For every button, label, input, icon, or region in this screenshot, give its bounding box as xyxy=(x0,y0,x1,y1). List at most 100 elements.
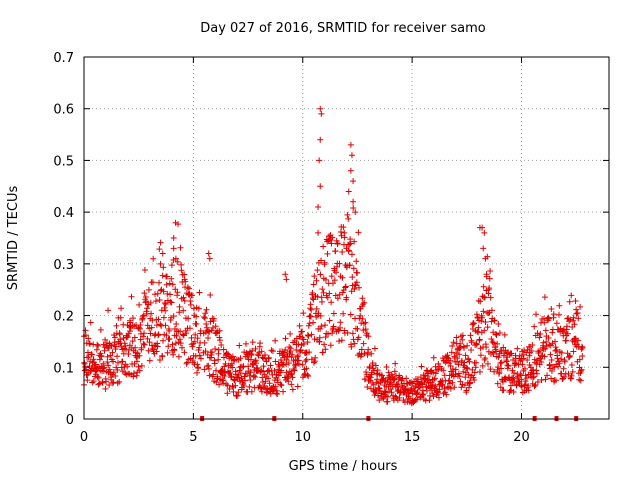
data-point xyxy=(324,238,331,245)
data-point xyxy=(530,373,537,380)
data-point xyxy=(252,373,259,380)
data-point xyxy=(484,360,491,367)
x-tick-label: 0 xyxy=(80,430,88,445)
data-point xyxy=(276,363,283,370)
data-point xyxy=(324,294,331,301)
data-point xyxy=(440,367,447,374)
data-point xyxy=(180,294,187,301)
data-point xyxy=(156,357,163,364)
data-point xyxy=(207,292,214,299)
data-point xyxy=(92,361,99,368)
data-point xyxy=(106,382,113,389)
data-point xyxy=(514,345,521,352)
data-point xyxy=(191,338,198,345)
y-tick-label: 0.3 xyxy=(53,258,74,273)
data-point xyxy=(178,267,185,274)
data-point xyxy=(376,397,383,404)
data-point xyxy=(408,379,415,386)
data-point xyxy=(450,339,457,346)
data-point xyxy=(456,351,463,358)
data-point xyxy=(265,355,272,362)
data-point xyxy=(371,345,378,352)
data-point xyxy=(503,358,510,365)
data-point xyxy=(531,383,538,390)
data-point xyxy=(480,308,487,315)
data-point xyxy=(496,330,503,337)
data-point xyxy=(461,344,468,351)
data-point xyxy=(308,306,315,313)
data-point xyxy=(310,359,317,366)
data-point xyxy=(579,353,586,360)
data-point xyxy=(110,369,117,376)
data-point xyxy=(90,356,97,363)
data-point xyxy=(498,365,505,372)
data-point xyxy=(220,346,227,353)
data-point xyxy=(560,365,567,372)
data-point xyxy=(308,331,315,338)
data-point xyxy=(326,290,333,297)
data-point xyxy=(447,357,454,364)
data-point xyxy=(531,323,538,330)
data-point xyxy=(279,362,286,369)
data-point xyxy=(476,368,483,375)
y-axis-label: SRMTID / TECUs xyxy=(6,186,21,291)
data-point xyxy=(138,344,145,351)
data-point xyxy=(430,354,437,361)
data-point xyxy=(157,260,164,267)
data-point xyxy=(489,349,496,356)
data-point xyxy=(288,370,295,377)
data-point xyxy=(495,363,502,370)
data-point xyxy=(247,356,254,363)
data-point xyxy=(354,325,361,332)
data-point xyxy=(495,354,502,361)
data-point xyxy=(525,387,532,394)
data-point xyxy=(517,372,524,379)
data-point xyxy=(205,365,212,372)
data-point xyxy=(315,203,322,210)
data-point xyxy=(556,360,563,367)
data-point xyxy=(99,379,106,386)
data-point xyxy=(130,370,137,377)
axis-ticks: 0 0.1 0.2 0.3 0.4 0.5 0.6 0.7 0 5 10 15 20 xyxy=(53,51,609,445)
data-point xyxy=(488,307,495,314)
data-point xyxy=(533,370,540,377)
data-point xyxy=(164,349,171,356)
data-point xyxy=(470,320,477,327)
data-point xyxy=(254,351,261,358)
data-point xyxy=(353,279,360,286)
data-point xyxy=(543,338,550,345)
data-point xyxy=(501,331,508,338)
data-point xyxy=(174,258,181,265)
data-point xyxy=(317,183,324,190)
data-point xyxy=(575,315,582,322)
y-tick-label: 0.6 xyxy=(53,103,74,118)
data-point xyxy=(383,364,390,371)
data-point xyxy=(392,393,399,400)
data-point xyxy=(329,234,336,241)
data-point xyxy=(338,232,345,239)
data-point xyxy=(95,374,102,381)
data-point xyxy=(176,303,183,310)
data-point xyxy=(306,349,313,356)
data-point xyxy=(355,334,362,341)
data-point xyxy=(321,341,328,348)
data-point xyxy=(304,339,311,346)
data-point xyxy=(339,274,346,281)
data-point xyxy=(126,328,133,335)
data-point xyxy=(467,332,474,339)
data-point xyxy=(141,341,148,348)
data-point xyxy=(132,344,139,351)
data-point xyxy=(133,372,140,379)
data-point xyxy=(553,346,560,353)
data-point xyxy=(479,362,486,369)
data-point xyxy=(363,330,370,337)
data-point xyxy=(491,317,498,324)
data-point xyxy=(271,367,278,374)
data-point xyxy=(426,397,433,404)
data-point xyxy=(156,296,163,303)
data-point xyxy=(304,371,311,378)
data-point xyxy=(350,204,357,211)
data-point xyxy=(348,251,355,258)
data-point xyxy=(444,352,451,359)
data-point xyxy=(510,389,517,396)
